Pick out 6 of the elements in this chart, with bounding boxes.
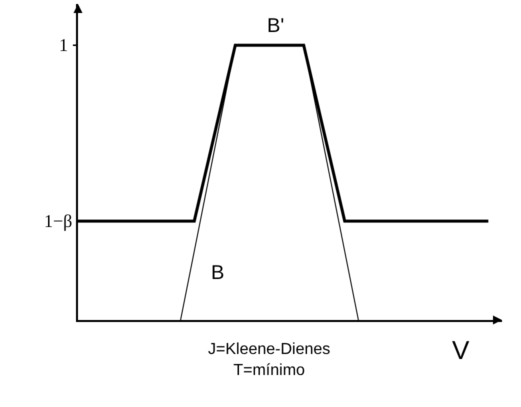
annotation: B	[211, 262, 224, 284]
text: 1−β	[44, 211, 72, 231]
text: 1	[59, 35, 68, 55]
text: J=Kleene-Dienes T=mínimo	[208, 341, 330, 379]
x-axis-title: V	[452, 335, 470, 365]
text: B'	[267, 15, 284, 37]
